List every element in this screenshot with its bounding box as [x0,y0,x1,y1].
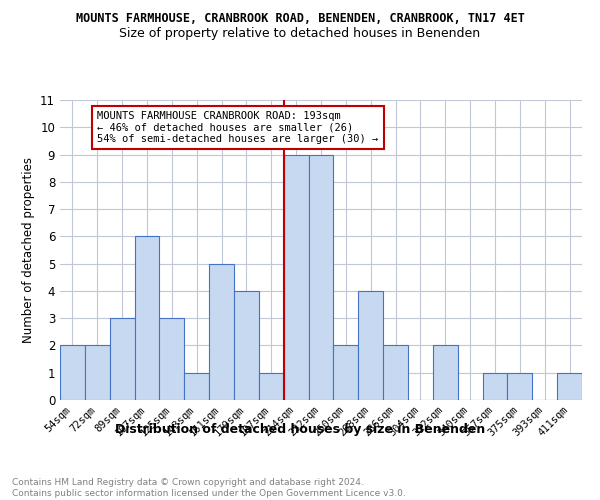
Bar [184,372,209,400]
Bar [284,154,308,400]
Bar [110,318,134,400]
Text: Distribution of detached houses by size in Benenden: Distribution of detached houses by size … [115,422,485,436]
Bar [358,291,383,400]
Bar [160,318,184,400]
Bar [334,346,358,400]
Bar [209,264,234,400]
Bar [383,346,408,400]
Text: Size of property relative to detached houses in Benenden: Size of property relative to detached ho… [119,28,481,40]
Bar [433,346,458,400]
Y-axis label: Number of detached properties: Number of detached properties [22,157,35,343]
Bar [557,372,582,400]
Text: MOUNTS FARMHOUSE CRANBROOK ROAD: 193sqm
← 46% of detached houses are smaller (26: MOUNTS FARMHOUSE CRANBROOK ROAD: 193sqm … [97,111,379,144]
Bar [234,291,259,400]
Text: MOUNTS FARMHOUSE, CRANBROOK ROAD, BENENDEN, CRANBROOK, TN17 4ET: MOUNTS FARMHOUSE, CRANBROOK ROAD, BENEND… [76,12,524,26]
Bar [85,346,110,400]
Bar [134,236,160,400]
Bar [259,372,284,400]
Bar [308,154,334,400]
Bar [508,372,532,400]
Text: Contains HM Land Registry data © Crown copyright and database right 2024.
Contai: Contains HM Land Registry data © Crown c… [12,478,406,498]
Bar [60,346,85,400]
Bar [482,372,508,400]
